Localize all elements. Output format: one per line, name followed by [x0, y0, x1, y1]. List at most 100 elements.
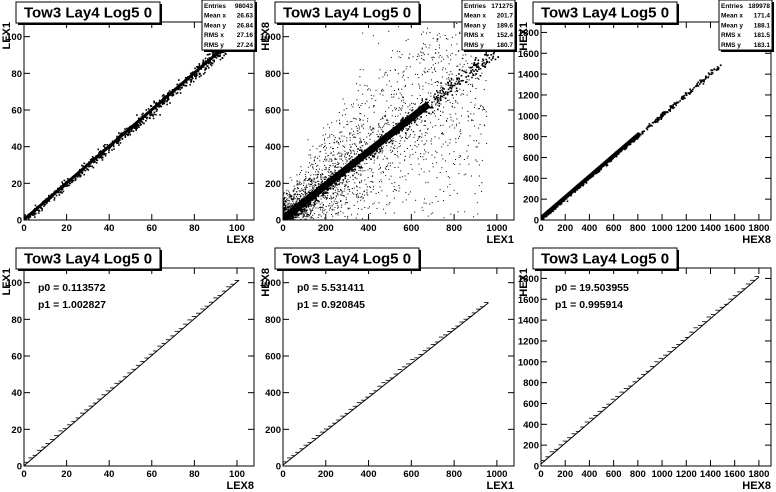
scatter-point	[451, 79, 453, 81]
scatter-point	[424, 134, 426, 136]
scatter-point	[310, 213, 311, 215]
scatter-point	[364, 179, 366, 181]
scatter-point	[430, 92, 432, 94]
scatter-point	[359, 142, 361, 144]
scatter-point	[325, 198, 327, 200]
scatter-point	[336, 141, 338, 143]
scatter-point	[458, 50, 460, 51]
scatter-point	[325, 133, 327, 135]
y-tick-label: 1600	[518, 295, 539, 306]
scatter-point	[339, 174, 340, 175]
scatter-point	[320, 178, 322, 180]
scatter-point	[306, 184, 308, 186]
scatter-point	[439, 95, 442, 97]
scatter-point	[298, 183, 300, 185]
scatter-point	[420, 51, 422, 53]
scatter-point	[447, 175, 449, 177]
scatter-point	[430, 143, 432, 145]
scatter-point	[334, 171, 336, 173]
scatter-point	[428, 101, 429, 103]
scatter-point	[47, 199, 50, 202]
scatter-point	[314, 162, 316, 164]
scatter-point	[343, 195, 345, 197]
scatter-point	[332, 173, 334, 175]
scatter-point	[66, 184, 69, 186]
scatter-point	[322, 209, 323, 211]
scatter-point	[370, 170, 372, 172]
scatter-point	[372, 35, 374, 37]
scatter-point	[382, 116, 384, 118]
scatter-point	[388, 30, 390, 32]
scatter-point	[144, 116, 147, 118]
scatter-point	[289, 194, 291, 196]
dense-band	[283, 101, 431, 220]
scatter-point	[294, 208, 296, 210]
scatter-point	[225, 53, 227, 55]
scatter-point	[353, 171, 355, 172]
scatter-point	[430, 79, 432, 81]
scatter-point	[202, 59, 205, 62]
scatter-point	[326, 186, 328, 188]
x-axis-title: HEX8	[742, 480, 771, 492]
scatter-point	[290, 214, 292, 215]
scatter-point	[341, 182, 343, 184]
scatter-point	[449, 113, 451, 115]
scatter-point	[409, 109, 411, 111]
scatter-point	[320, 182, 322, 184]
scatter-point	[301, 170, 303, 171]
scatter-point	[559, 203, 561, 206]
stats-value: 189.6	[497, 22, 514, 29]
scatter-point	[367, 177, 369, 178]
scatter-point	[300, 202, 302, 204]
scatter-point	[326, 211, 328, 213]
scatter-point	[311, 187, 313, 189]
title-shadow	[160, 250, 162, 271]
x-tick-label: 800	[446, 469, 462, 480]
scatter-point	[479, 105, 481, 107]
scatter-point	[452, 103, 454, 104]
scatter-point	[396, 93, 397, 95]
scatter-point	[442, 143, 444, 145]
scatter-point	[310, 202, 312, 203]
fit-line	[541, 276, 760, 465]
chart-title: Tow3 Lay4 Log5 0	[24, 251, 152, 268]
scatter-point	[295, 219, 297, 220]
scatter-point	[414, 121, 416, 124]
scatter-point	[283, 202, 285, 204]
scatter-point	[354, 118, 356, 120]
stats-value: 26.63	[237, 13, 254, 20]
scatter-point	[342, 140, 344, 142]
scatter-point	[179, 92, 182, 94]
scatter-point	[442, 111, 444, 113]
y-tick-label: 40	[11, 388, 22, 399]
scatter-point	[356, 185, 358, 187]
scatter-point	[318, 180, 320, 182]
scatter-point	[380, 167, 381, 169]
scatter-point	[364, 207, 366, 208]
scatter-point	[471, 66, 474, 68]
scatter-point	[353, 130, 354, 132]
scatter-point	[459, 163, 461, 165]
stats-shadow	[515, 2, 517, 52]
scatter-point	[472, 64, 475, 66]
scatter-point	[359, 107, 360, 108]
scatter-point	[467, 110, 469, 112]
scatter-point	[324, 146, 325, 148]
scatter-point	[332, 178, 334, 180]
scatter-point	[332, 185, 334, 187]
scatter-point	[317, 207, 319, 209]
scatter-point	[592, 175, 594, 178]
scatter-point	[488, 61, 490, 64]
scatter-point	[430, 122, 431, 124]
scatter-point	[484, 109, 486, 110]
scatter-point	[289, 194, 291, 195]
scatter-point	[428, 112, 430, 114]
scatter-point	[321, 189, 323, 191]
scatter-point	[331, 201, 333, 203]
scatter-point	[424, 149, 425, 151]
scatter-point	[405, 199, 407, 201]
scatter-point	[342, 181, 344, 183]
scatter-point	[362, 119, 364, 121]
stats-value: 26.84	[237, 22, 254, 29]
